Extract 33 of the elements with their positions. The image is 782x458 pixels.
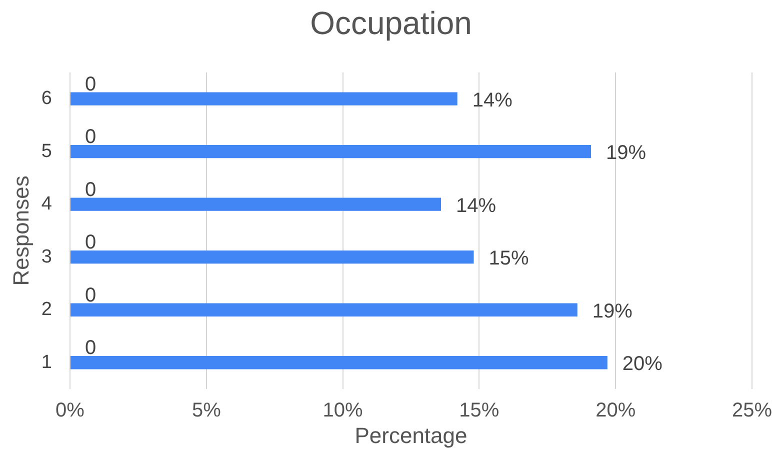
bar — [70, 144, 592, 158]
annotation: 0 — [85, 178, 96, 201]
y-tick-label: 4 — [41, 194, 52, 215]
bar — [70, 92, 458, 106]
y-tick-label: 1 — [41, 352, 52, 373]
y-tick-label: 2 — [41, 299, 52, 320]
annotation: 0 — [85, 337, 96, 360]
y-axis-title: Responses — [8, 176, 34, 286]
x-axis-title: Percentage — [354, 422, 468, 448]
x-tick-label: 20% — [596, 400, 636, 422]
chart-title: Occupation — [310, 5, 472, 42]
annotation: 0 — [85, 73, 96, 96]
annotation: 0 — [85, 232, 96, 254]
bar — [70, 250, 474, 264]
data-label: 19% — [606, 142, 646, 164]
y-tick-label: 3 — [41, 246, 52, 268]
data-label: 14% — [456, 194, 496, 217]
data-label: 19% — [592, 300, 633, 322]
annotation: 0 — [85, 284, 96, 306]
bar — [70, 198, 441, 211]
x-tick-label: 15% — [459, 400, 500, 422]
y-tick-label: 6 — [41, 88, 52, 110]
bar — [70, 356, 608, 370]
data-label: 14% — [472, 89, 513, 112]
bar — [70, 303, 578, 316]
annotation: 0 — [85, 126, 96, 148]
x-tick-label: 0% — [56, 400, 85, 422]
data-label: 15% — [488, 248, 529, 270]
y-tick-label: 5 — [41, 140, 52, 162]
x-tick-label: 25% — [732, 400, 772, 422]
x-tick-label: 5% — [192, 400, 222, 422]
x-tick-label: 10% — [322, 400, 364, 422]
data-label: 20% — [622, 353, 663, 376]
